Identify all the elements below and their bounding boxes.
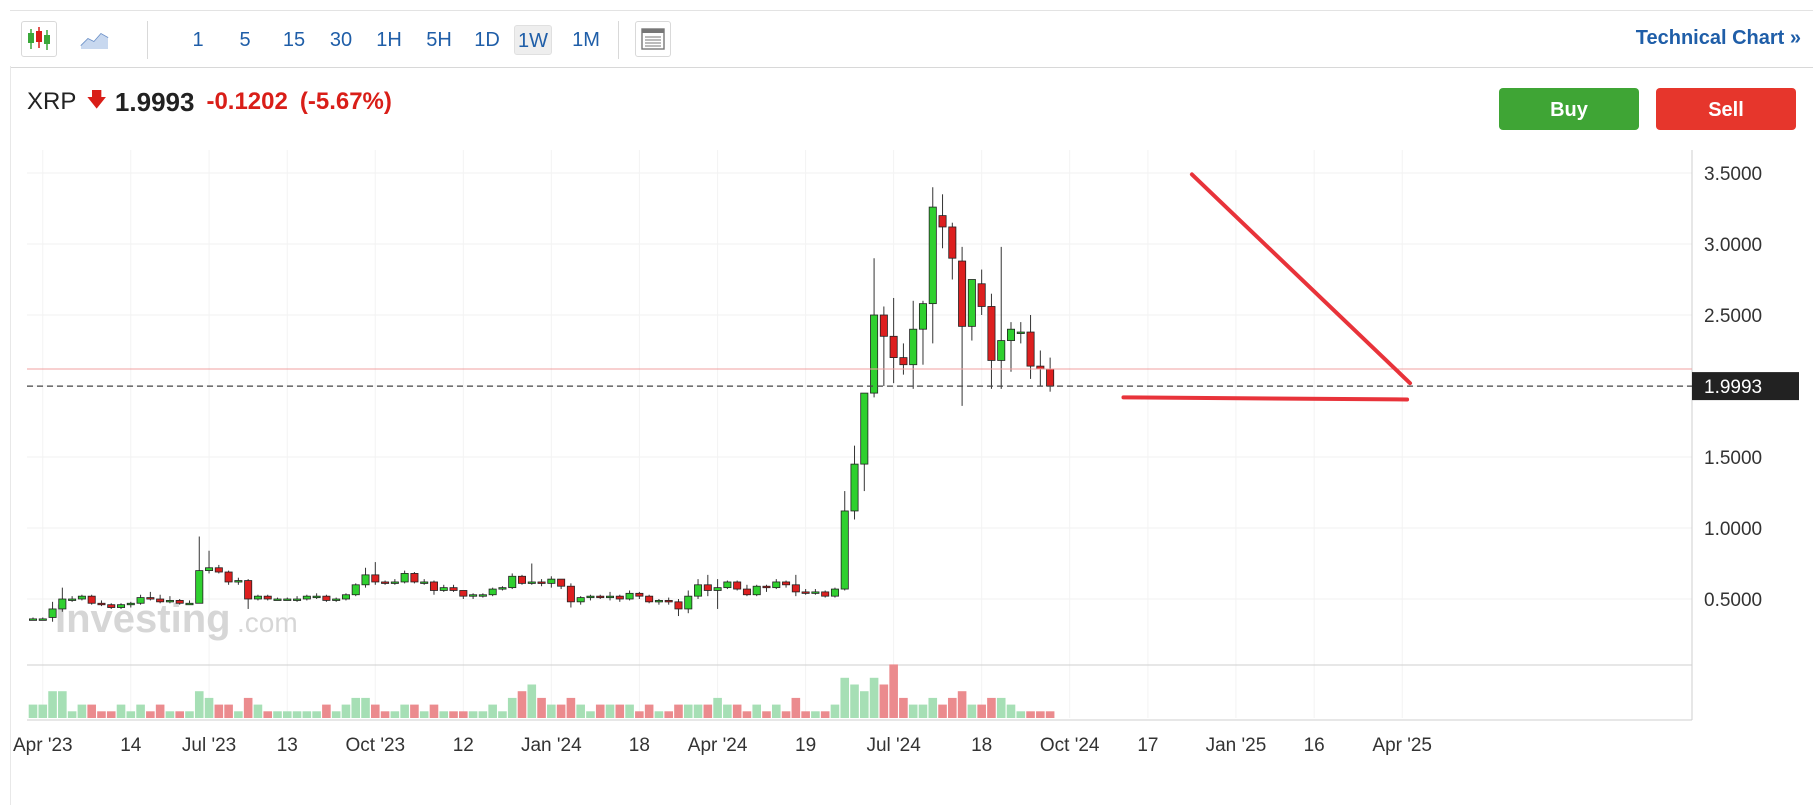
sell-button[interactable]: Sell	[1656, 88, 1796, 130]
line-type-button[interactable]	[76, 21, 112, 57]
toolbar-divider	[618, 21, 619, 59]
timeframe-1d[interactable]: 1D	[474, 29, 500, 51]
timeframe-1w[interactable]: 1W	[514, 25, 552, 55]
line-chart-icon	[80, 32, 109, 49]
chart-toolbar: 1 5 15 30 1H 5H 1D 1W 1M Technical Chart »	[10, 10, 1813, 68]
last-price: 1.9993	[114, 86, 195, 117]
price-change-percent: (-5.67%)	[299, 88, 392, 115]
buy-button[interactable]: Buy	[1499, 88, 1639, 130]
timeframe-1[interactable]: 1	[192, 29, 204, 51]
candlestick-type-button[interactable]	[21, 21, 57, 57]
timeframe-1h[interactable]: 1H	[376, 29, 402, 51]
technical-chart-link[interactable]: Technical Chart »	[1635, 27, 1801, 49]
timeframe-30[interactable]: 30	[329, 29, 353, 51]
down-arrow-icon: 🡇	[86, 89, 107, 111]
toolbar-divider	[147, 21, 148, 59]
timeframe-5[interactable]: 5	[239, 29, 251, 51]
layout-icon	[641, 28, 665, 50]
symbol-label: XRP	[27, 88, 77, 115]
price-change: -0.1202	[206, 88, 288, 115]
timeframe-1m[interactable]: 1M	[572, 29, 600, 51]
chart-frame	[10, 66, 1813, 805]
chart-settings-button[interactable]	[635, 21, 671, 57]
quote-header: XRP 🡇 1.9993 -0.1202 (-5.67%)	[27, 85, 404, 119]
timeframe-15[interactable]: 15	[282, 29, 306, 51]
candlestick-icon	[28, 27, 50, 50]
timeframe-5h[interactable]: 5H	[426, 29, 452, 51]
